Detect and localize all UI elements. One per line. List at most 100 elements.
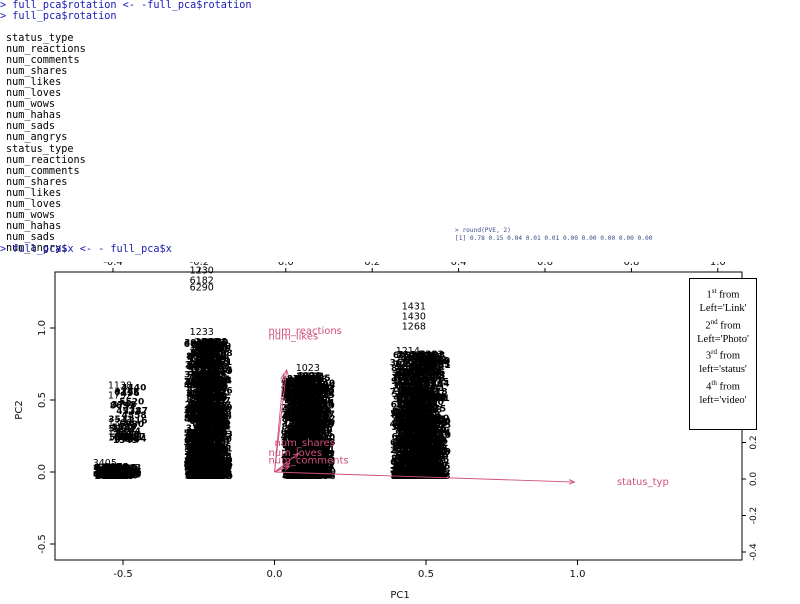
data-point: 9250 [291,456,316,466]
point-label: 6182 [190,275,214,286]
data-point: 7516 [289,408,314,418]
data-point: 2644 [282,410,307,420]
data-point: 8986 [302,464,327,474]
data-point: 1272 [204,472,229,482]
data-point: 8476 [282,465,307,475]
data-point: 2598 [302,375,327,385]
data-point: 9001 [393,395,418,405]
data-point: 5609 [187,458,212,468]
data-point: 1473 [198,421,223,431]
data-point: 6866 [197,384,222,394]
data-point: 1805 [199,348,224,358]
data-point: 6260 [310,401,335,411]
data-point: 5155 [301,422,326,432]
data-point: 7964 [396,368,421,378]
data-point: 3575 [393,382,418,392]
data-point: 5520 [119,397,144,407]
data-point: 6862 [287,434,312,444]
data-point: 5396 [188,455,213,465]
data-point: 4871 [187,451,212,461]
data-point: 1219 [114,471,139,481]
data-point: 3011 [192,424,217,434]
data-point: 1543 [188,451,213,461]
data-point: 3296 [311,472,336,482]
data-point: 9654 [186,414,211,424]
data-point: 4698 [184,382,209,392]
data-point: 4929 [297,372,322,382]
top-tick-label: 0.6 [537,262,553,268]
row-name: status_type [6,144,74,155]
data-point: 2009 [302,471,327,481]
data-point: 7022 [396,464,421,474]
data-point: 1964 [195,364,220,374]
data-point: 8248 [200,455,225,465]
data-point: 2806 [188,471,213,481]
data-point: 7012 [287,451,312,461]
data-point: 4210 [291,435,316,445]
data-point: 3471 [402,388,427,398]
data-point: 1752 [201,383,226,393]
data-point: 7300 [285,458,310,468]
data-point: 8242 [284,472,309,482]
data-point: 8404 [290,415,315,425]
data-point: 2478 [410,462,435,472]
data-point: 7615 [297,470,322,480]
data-point: 3977 [413,414,438,424]
data-point: 1900 [298,442,323,452]
data-point: 1292 [301,457,326,467]
data-point: 3756 [309,387,334,397]
data-point: 1127 [400,428,425,438]
data-point: 8739 [298,376,323,386]
data-point: 9908 [305,419,330,429]
data-point: 7090 [195,422,220,432]
data-point: 4150 [203,467,228,477]
data-point: 3241 [204,342,229,352]
top-tick-label: 0.4 [451,262,467,268]
data-point: 5749 [188,366,213,376]
data-point: 3169 [395,408,420,418]
data-point: 4873 [291,406,316,416]
data-point: 9848 [397,454,422,464]
data-point: 5888 [285,412,310,422]
data-point: 8819 [283,377,308,387]
data-point: 5424 [306,396,331,406]
data-point: 9824 [310,390,335,400]
data-point: 6498 [286,428,311,438]
data-point: 1125 [186,435,211,445]
data-point: 4426 [410,424,435,434]
data-point: 5417 [397,441,422,451]
data-point: 8878 [411,352,436,362]
data-point: 4965 [309,438,334,448]
data-point: 4440 [121,383,146,393]
data-point: 3749 [290,388,315,398]
data-point: 6027 [187,381,212,391]
data-point: 1478 [393,460,418,470]
data-point: 6704 [293,463,318,473]
data-point: 3449 [399,457,424,467]
data-point: 2747 [199,403,224,413]
data-point: 8863 [394,455,419,465]
data-point: 7483 [286,443,311,453]
row-name: num_comments [6,166,80,177]
data-point: 1372 [286,437,311,447]
data-point: 2398 [393,464,418,474]
data-point: 5228 [407,456,432,466]
data-point: 7128 [282,435,307,445]
data-point: 5186 [197,359,222,369]
data-point: 9584 [411,390,436,400]
data-point: 5686 [289,391,314,401]
data-point: 8774 [422,426,447,436]
data-point: 4610 [304,472,329,482]
data-point: 6191 [195,444,220,454]
data-point: 1545 [113,436,138,446]
data-point: 4892 [187,364,212,374]
data-point: 9082 [299,410,324,420]
note-line: Left='Link' [699,303,747,314]
data-point: 2705 [415,408,440,418]
data-point: 5545 [187,450,212,460]
data-point: 6234 [297,471,322,481]
data-point: 4731 [95,469,120,479]
data-point: 1953 [296,422,321,432]
data-point: 5384 [284,469,309,479]
data-point: 5838 [297,435,322,445]
